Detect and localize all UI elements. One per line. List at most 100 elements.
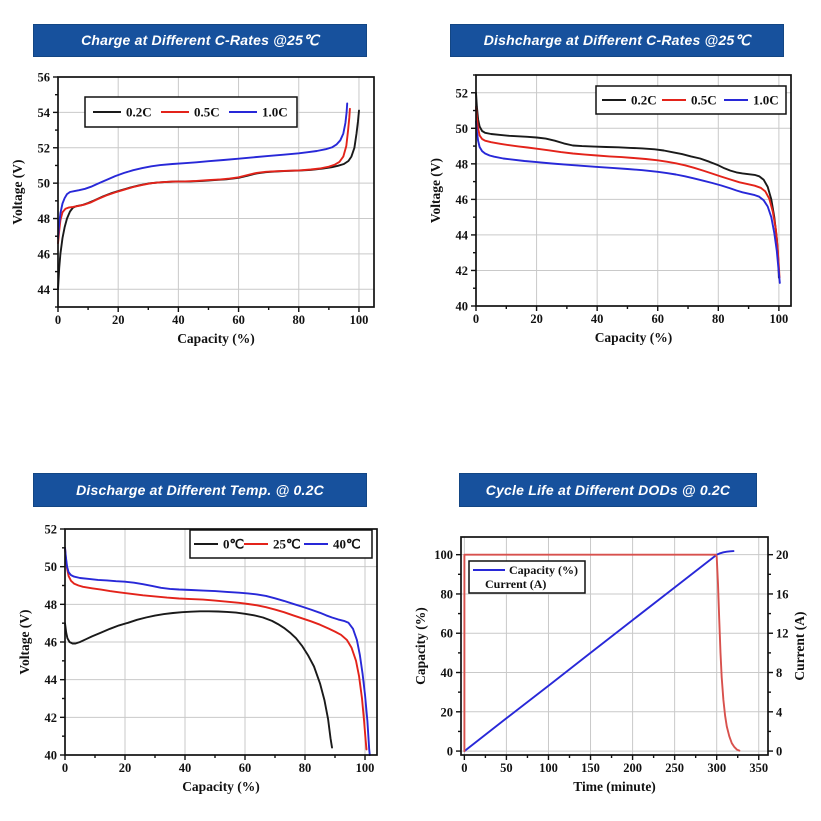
series-line-1.0C bbox=[475, 120, 781, 284]
chart-title: Charge at Different C-Rates @25℃ bbox=[81, 32, 319, 48]
svg-text:Capacity (%): Capacity (%) bbox=[509, 563, 578, 577]
svg-text:46: 46 bbox=[38, 247, 51, 261]
chart-panel-discharge-c-rates: Dishcharge at Different C-Rates @25℃ 0 20… bbox=[411, 0, 821, 361]
svg-text:12: 12 bbox=[776, 627, 789, 641]
y-axis-label: Voltage (V) bbox=[10, 159, 25, 224]
charge-c-rates-plot: 0 20 40 60 80 100 44 46 48 50 52 54 56 Capacity (%) Vo… bbox=[10, 71, 375, 346]
series-lines bbox=[64, 546, 371, 756]
x-axis-label: Capacity (%) bbox=[177, 331, 255, 346]
y2-axis-label: Current (A) bbox=[792, 611, 807, 680]
svg-text:56: 56 bbox=[38, 71, 51, 85]
svg-text:100: 100 bbox=[539, 761, 558, 775]
series-line-0℃ bbox=[64, 610, 333, 749]
svg-text:0℃: 0℃ bbox=[223, 537, 244, 552]
svg-text:40: 40 bbox=[179, 761, 192, 775]
svg-text:20: 20 bbox=[119, 761, 132, 775]
legend-box bbox=[189, 529, 373, 559]
grid-lines bbox=[476, 75, 791, 306]
legend-box bbox=[595, 85, 787, 115]
svg-text:42: 42 bbox=[456, 264, 469, 278]
series-line-40℃ bbox=[64, 546, 371, 756]
x-axis-label: Capacity (%) bbox=[182, 779, 260, 794]
svg-text:40: 40 bbox=[456, 300, 469, 314]
svg-text:44: 44 bbox=[45, 673, 58, 687]
svg-text:80: 80 bbox=[441, 587, 454, 601]
discharge-c-rates-plot: 0 20 40 60 80 100 40 42 44 46 48 50 52 Capacity (%) Vo… bbox=[428, 74, 792, 345]
svg-text:60: 60 bbox=[441, 627, 454, 641]
svg-text:0: 0 bbox=[776, 745, 782, 759]
svg-text:50: 50 bbox=[500, 761, 513, 775]
svg-text:16: 16 bbox=[776, 587, 789, 601]
svg-text:350: 350 bbox=[749, 761, 768, 775]
svg-text:44: 44 bbox=[38, 283, 51, 297]
svg-text:0: 0 bbox=[473, 312, 479, 326]
y-axis-label: Voltage (V) bbox=[428, 158, 443, 223]
svg-text:200: 200 bbox=[623, 761, 642, 775]
svg-text:50: 50 bbox=[38, 177, 51, 191]
axis-ticks bbox=[53, 76, 360, 312]
tick-labels: 0 50 100 150 200 250 300 350 0 20 40 60 80 100 0 4 8 12 16… bbox=[434, 548, 788, 775]
svg-text:100: 100 bbox=[350, 313, 369, 327]
x-axis-label: Capacity (%) bbox=[595, 330, 673, 345]
svg-text:20: 20 bbox=[441, 705, 454, 719]
chart-title-bar: Charge at Different C-Rates @25℃ bbox=[33, 24, 367, 57]
legend: 0.2C 0.5C 1.0C bbox=[595, 85, 787, 115]
svg-text:0.5C: 0.5C bbox=[194, 105, 220, 120]
series-line-Current (A) bbox=[463, 553, 741, 753]
svg-text:300: 300 bbox=[707, 761, 726, 775]
legend: 0℃ 25℃ 40℃ bbox=[189, 529, 373, 559]
svg-text:20: 20 bbox=[112, 313, 125, 327]
chart-panel-cycle-life: Cycle Life at Different DODs @ 0.2C 0 50 1… bbox=[411, 460, 821, 821]
cycle-life-plot: 0 50 100 150 200 250 300 350 0 20 40 60 80 100 0 4 8 12 16… bbox=[413, 536, 807, 794]
svg-text:52: 52 bbox=[456, 86, 469, 100]
grid-lines bbox=[65, 529, 377, 755]
chart-title: Dishcharge at Different C-Rates @25℃ bbox=[483, 32, 751, 48]
svg-text:54: 54 bbox=[38, 106, 51, 120]
series-lines bbox=[57, 102, 360, 291]
svg-text:44: 44 bbox=[456, 228, 469, 242]
svg-text:50: 50 bbox=[45, 560, 58, 574]
svg-text:100: 100 bbox=[770, 312, 789, 326]
series-line-0.5C bbox=[57, 107, 351, 245]
series-line-1.0C bbox=[57, 102, 349, 239]
y-axis-label: Voltage (V) bbox=[17, 609, 32, 674]
svg-text:48: 48 bbox=[45, 598, 58, 612]
svg-text:8: 8 bbox=[776, 666, 782, 680]
axis-ticks bbox=[471, 74, 780, 311]
chart-title-bar: Cycle Life at Different DODs @ 0.2C bbox=[459, 473, 757, 507]
plot-frame bbox=[460, 536, 769, 756]
series-lines bbox=[475, 91, 781, 284]
series-line-Capacity (%) bbox=[463, 550, 735, 753]
chart-title: Cycle Life at Different DODs @ 0.2C bbox=[485, 482, 731, 498]
chart-title-bar: Discharge at Different Temp. @ 0.2C bbox=[33, 473, 367, 507]
svg-text:80: 80 bbox=[299, 761, 312, 775]
svg-text:20: 20 bbox=[776, 548, 789, 562]
chart-title: Discharge at Different Temp. @ 0.2C bbox=[76, 482, 324, 498]
legend-box bbox=[468, 560, 586, 594]
svg-text:150: 150 bbox=[581, 761, 600, 775]
tick-labels: 0 20 40 60 80 100 44 46 48 50 52 54 56 bbox=[38, 71, 369, 328]
svg-text:40℃: 40℃ bbox=[333, 537, 361, 552]
svg-text:48: 48 bbox=[456, 157, 469, 171]
svg-text:0.5C: 0.5C bbox=[691, 93, 717, 108]
svg-text:48: 48 bbox=[38, 212, 51, 226]
chart-panel-discharge-temp: Discharge at Different Temp. @ 0.2C 0 20 4… bbox=[0, 460, 410, 821]
axis-ticks bbox=[60, 528, 366, 760]
series-lines bbox=[463, 550, 741, 753]
svg-text:250: 250 bbox=[665, 761, 684, 775]
svg-text:52: 52 bbox=[45, 523, 58, 537]
plot-frame bbox=[475, 74, 792, 307]
svg-text:0.2C: 0.2C bbox=[631, 93, 657, 108]
svg-text:80: 80 bbox=[293, 313, 306, 327]
legend: 0.2C 0.5C 1.0C bbox=[84, 96, 298, 128]
discharge-temp-plot: 0 20 40 60 80 100 40 42 44 46 48 50 52 Capacity (%) Vo… bbox=[17, 523, 378, 794]
svg-text:60: 60 bbox=[239, 761, 252, 775]
svg-text:60: 60 bbox=[232, 313, 245, 327]
svg-text:1.0C: 1.0C bbox=[262, 105, 288, 120]
svg-text:40: 40 bbox=[591, 312, 604, 326]
svg-text:100: 100 bbox=[356, 761, 375, 775]
series-line-0.5C bbox=[475, 106, 781, 279]
tick-labels: 0 20 40 60 80 100 40 42 44 46 48 50 52 bbox=[456, 86, 789, 326]
svg-text:0: 0 bbox=[55, 313, 61, 327]
